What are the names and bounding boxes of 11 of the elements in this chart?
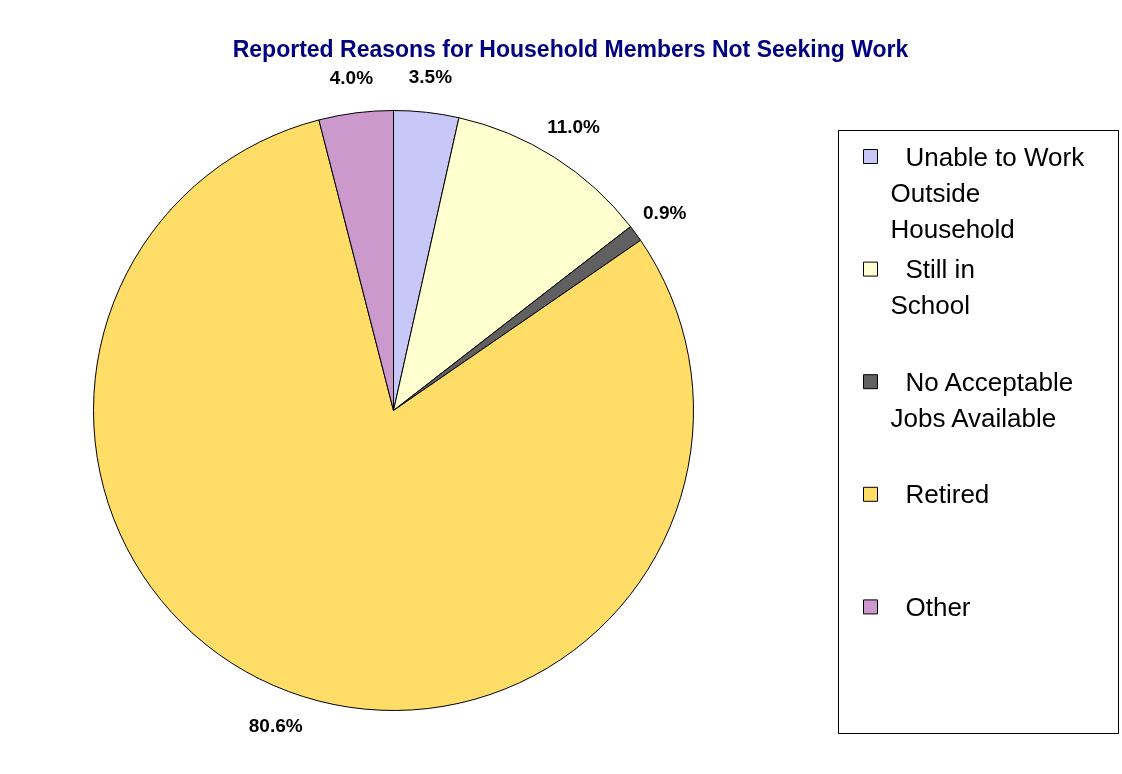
data-label: 0.9% (643, 201, 687, 223)
chart-title: Reported Reasons for Household Members Not Seeking Work (232, 35, 909, 62)
data-label: 4.0% (329, 66, 374, 88)
legend-label: Other (905, 591, 971, 622)
data-label: 80.6% (248, 714, 303, 736)
legend-label: Unable to Work Outside Household (890, 141, 1086, 244)
data-label: 3.5% (408, 66, 453, 88)
legend-label: Retired (905, 479, 990, 510)
legend-label: No Acceptable Jobs Available (890, 366, 1074, 433)
legend-label: Still in School (890, 254, 975, 321)
data-label: 11.0% (547, 116, 601, 138)
